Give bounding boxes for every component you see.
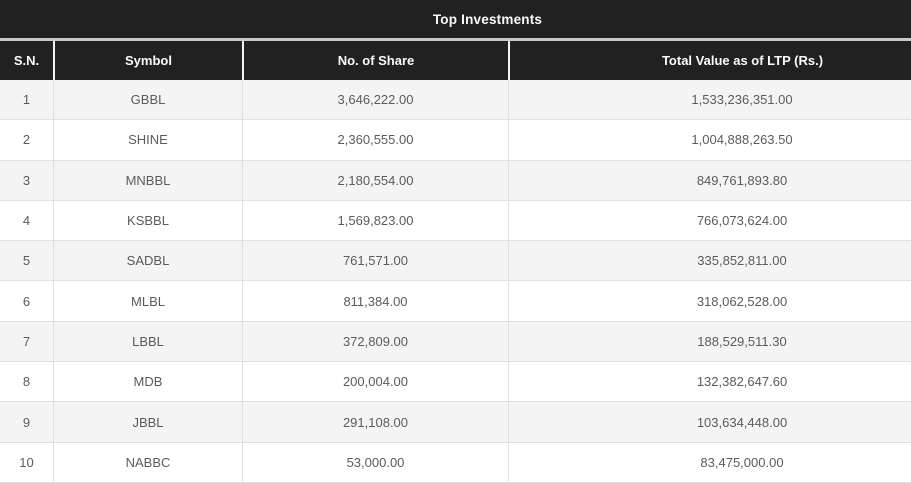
table-row: 6 MLBL 811,384.00 318,062,528.00 (0, 281, 911, 322)
cell-total-value: 766,073,624.00 (508, 200, 911, 241)
cell-total-value: 335,852,811.00 (508, 241, 911, 281)
cell-shares: 1,569,823.00 (242, 200, 508, 241)
cell-shares: 761,571.00 (242, 241, 508, 281)
cell-shares: 372,809.00 (242, 321, 508, 362)
cell-symbol: SADBL (53, 241, 242, 281)
cell-sn: 8 (22, 374, 31, 390)
cell-sn: 9 (22, 414, 31, 430)
table-row: 7 LBBL 372,809.00 188,529,511.30 (0, 321, 911, 363)
cell-total-value: 318,062,528.00 (508, 281, 911, 321)
cell-sn: 1 (22, 92, 31, 108)
table-row: 3 MNBBL 2,180,554.00 849,761,893.80 (0, 160, 911, 201)
cell-total-value: 849,761,893.80 (508, 160, 911, 200)
cell-sn: 10 (19, 454, 34, 470)
table-title: Top Investments (432, 11, 543, 27)
table-header-row: S.N. Symbol No. of Share Total Value as … (0, 41, 911, 80)
cell-symbol: NABBC (53, 442, 242, 482)
cell-symbol: MDB (53, 362, 242, 402)
table-row: 8 MDB 200,004.00 132,382,647.60 (0, 362, 911, 403)
cell-total-value: 83,475,000.00 (508, 442, 911, 482)
cell-symbol: MLBL (53, 281, 242, 321)
cell-sn: 2 (22, 132, 31, 148)
cell-shares: 200,004.00 (242, 362, 508, 402)
header-shares: No. of Share (242, 41, 508, 80)
table-row: 1 GBBL 3,646,222.00 1,533,236,351.00 (0, 80, 911, 121)
cell-shares: 3,646,222.00 (242, 80, 508, 120)
cell-total-value: 1,533,236,351.00 (508, 80, 911, 120)
header-total-value: Total Value as of LTP (Rs.) (508, 41, 911, 80)
table-row: 10 NABBC 53,000.00 83,475,000.00 (0, 442, 911, 483)
table-row: 9 JBBL 291,108.00 103,634,448.00 (0, 402, 911, 443)
table-body: 1 GBBL 3,646,222.00 1,533,236,351.00 2 S… (0, 80, 911, 483)
cell-symbol: KSBBL (53, 200, 242, 241)
cell-shares: 2,360,555.00 (242, 120, 508, 160)
cell-sn: 7 (22, 333, 31, 349)
table-title-bar: Top Investments (0, 0, 911, 38)
cell-symbol: LBBL (53, 321, 242, 362)
cell-total-value: 188,529,511.30 (508, 321, 911, 362)
cell-total-value: 132,382,647.60 (508, 362, 911, 402)
cell-shares: 53,000.00 (242, 442, 508, 482)
cell-shares: 811,384.00 (242, 281, 508, 321)
cell-total-value: 103,634,448.00 (508, 402, 911, 442)
cell-sn: 5 (22, 253, 31, 269)
cell-shares: 291,108.00 (242, 402, 508, 442)
cell-shares: 2,180,554.00 (242, 160, 508, 200)
header-sn: S.N. (13, 53, 40, 68)
table-row: 5 SADBL 761,571.00 335,852,811.00 (0, 241, 911, 282)
title-divider (0, 38, 911, 41)
cell-sn: 3 (22, 172, 31, 188)
cell-sn: 4 (22, 213, 31, 229)
cell-sn: 6 (22, 293, 31, 309)
cell-symbol: JBBL (53, 402, 242, 442)
cell-symbol: GBBL (53, 80, 242, 120)
cell-total-value: 1,004,888,263.50 (508, 120, 911, 160)
cell-symbol: SHINE (53, 120, 242, 160)
header-symbol: Symbol (53, 41, 242, 80)
table-row: 2 SHINE 2,360,555.00 1,004,888,263.50 (0, 120, 911, 161)
cell-symbol: MNBBL (53, 160, 242, 200)
table-row: 4 KSBBL 1,569,823.00 766,073,624.00 (0, 200, 911, 242)
